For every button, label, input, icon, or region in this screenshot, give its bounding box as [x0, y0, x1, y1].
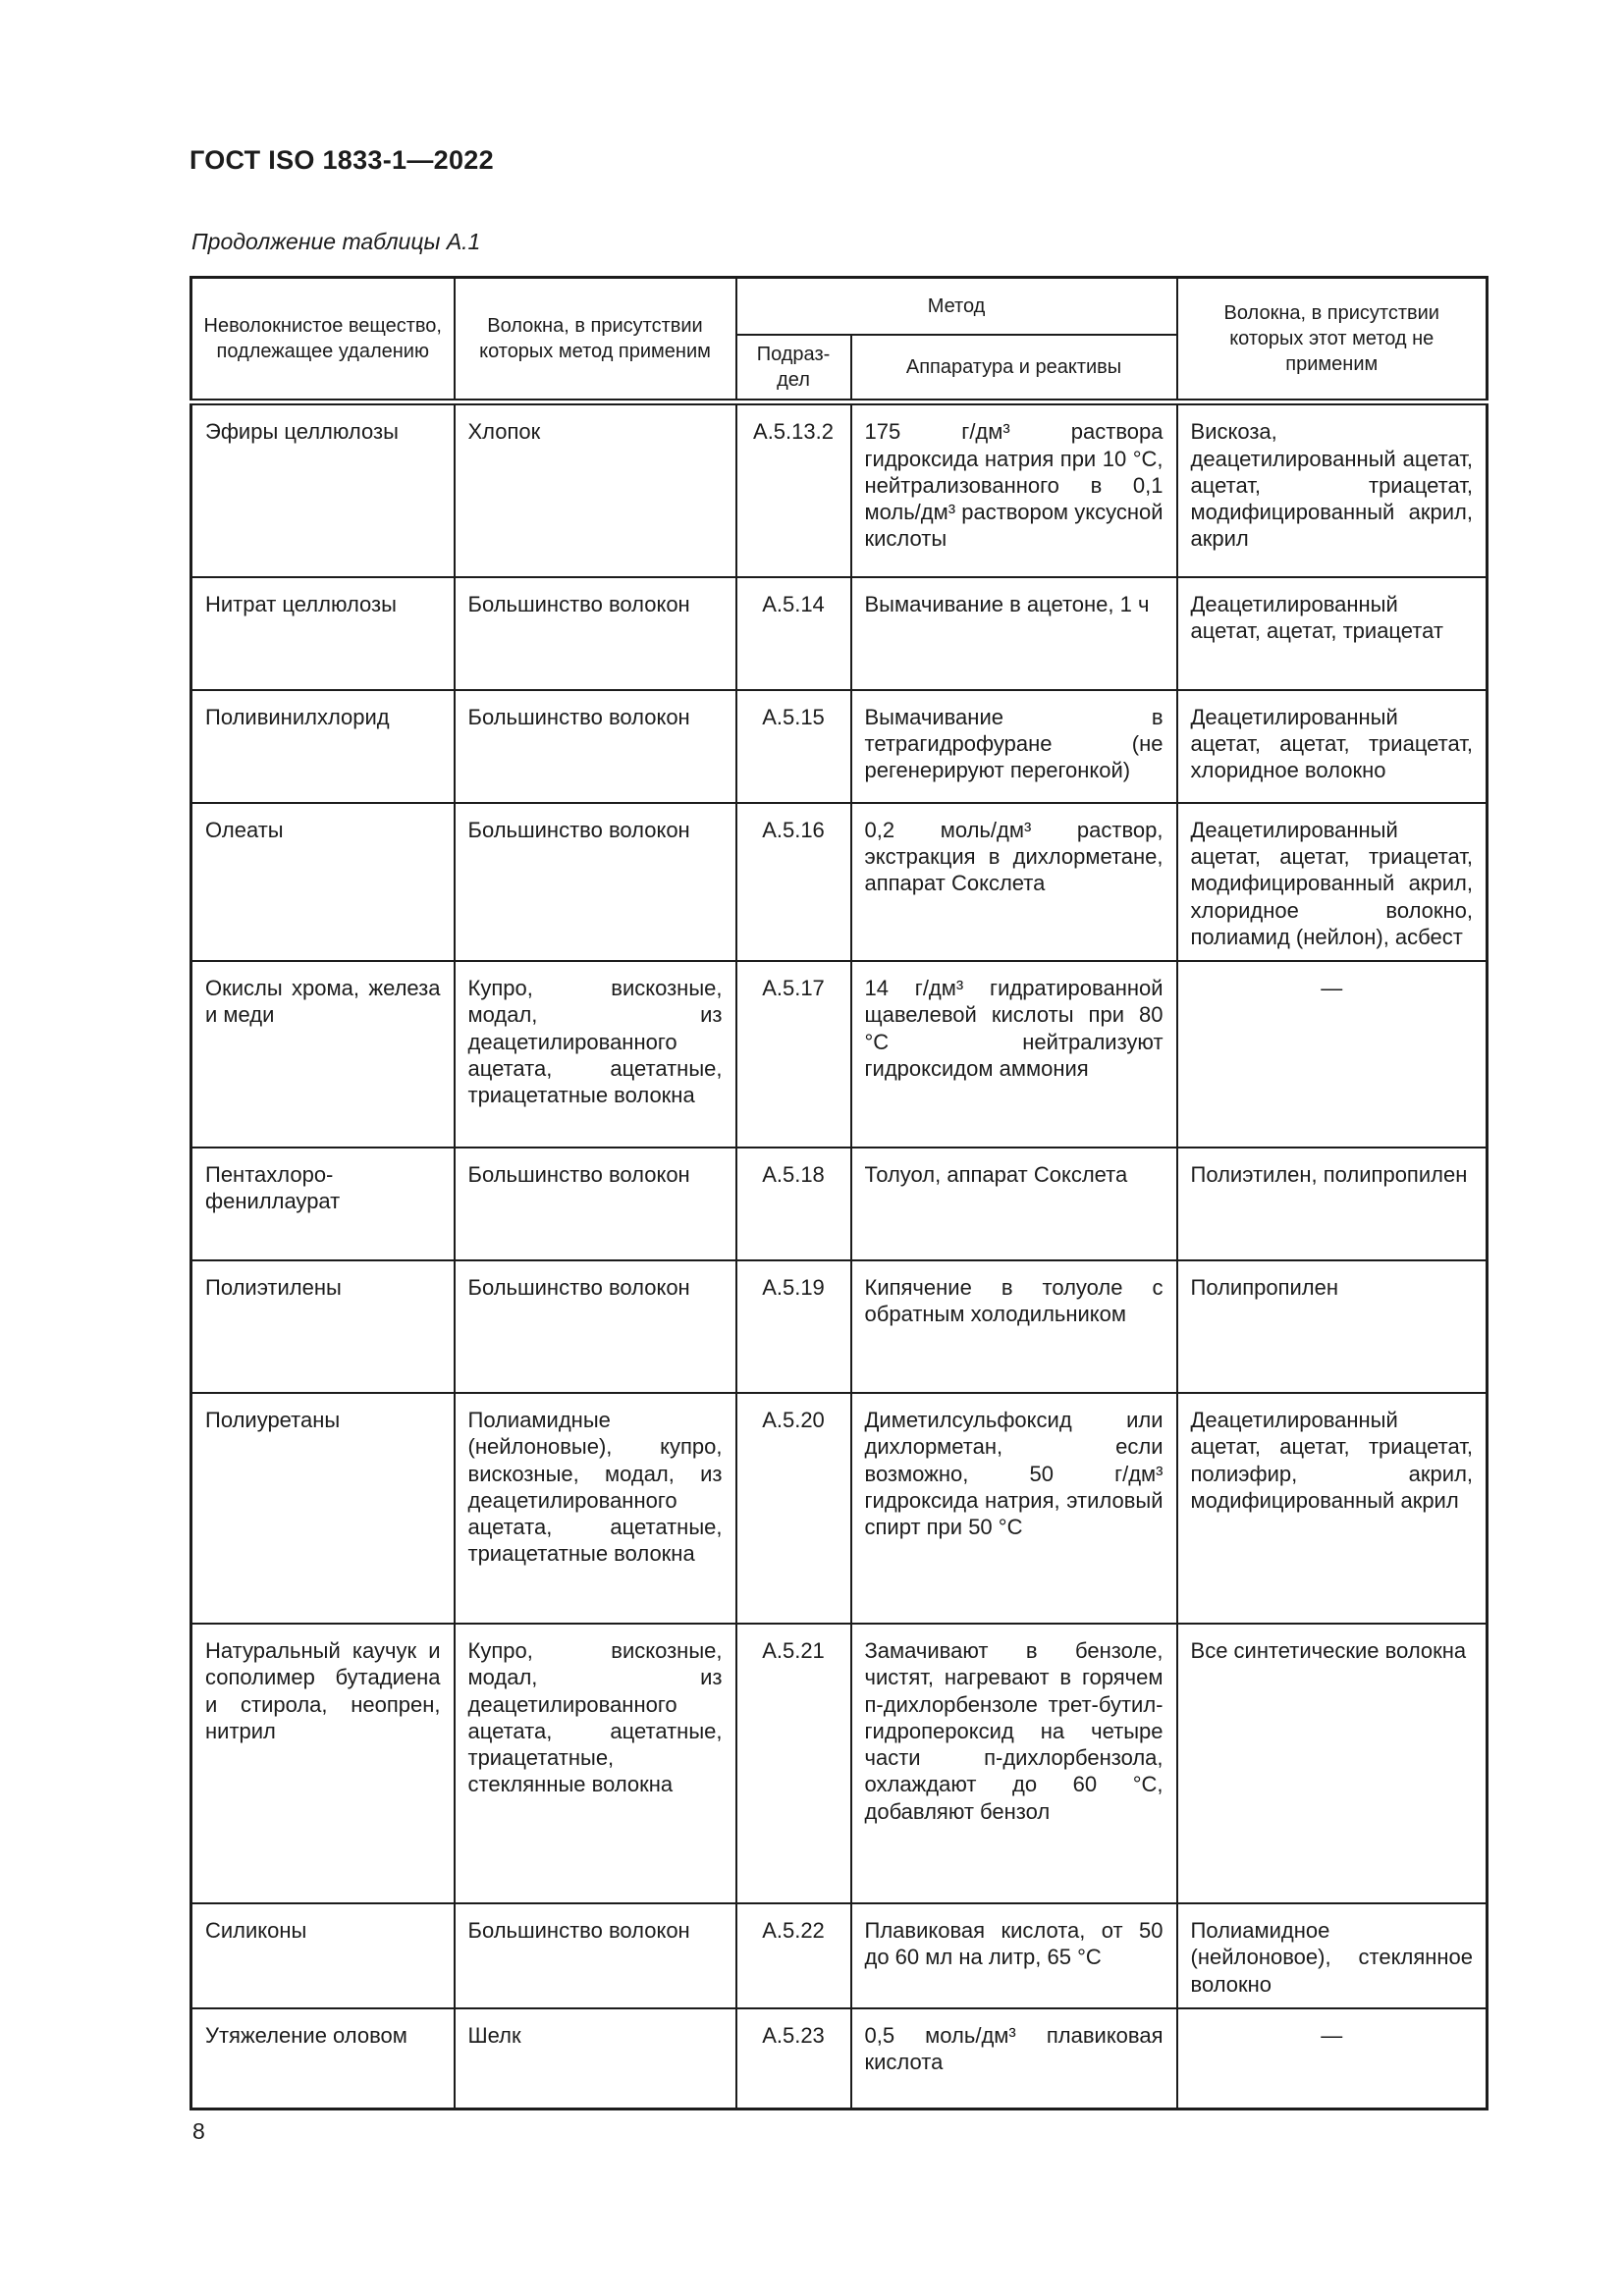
table-row: Олеаты Большинство волокон А.5.16 0,2 мо… — [189, 801, 1489, 963]
cell-fibers-applicable: Шелк — [453, 2006, 737, 2110]
cell-fibers-not-applicable: Все синтетические волокна — [1175, 1623, 1489, 1905]
cell-substance: Олеаты — [189, 801, 456, 963]
table-row: Нитрат целлюлозы Большинство волокон А.5… — [189, 575, 1489, 691]
methods-table: Неволокнистое вещество, подлежащее удале… — [189, 276, 1489, 2111]
cell-substance: Полиуретаны — [189, 1392, 456, 1626]
table-row: Утяжеление оловом Шелк А.5.23 0,5 моль/д… — [189, 2006, 1489, 2110]
cell-apparatus: Вымачивание в ацетоне, 1 ч — [849, 575, 1178, 691]
table-body: Эфиры целлюлозы Хлопок А.5.13.2 175 г/дм… — [189, 399, 1489, 2110]
cell-fibers-applicable: Хлопок — [453, 399, 737, 578]
cell-fibers-applicable: Полиамидные (нейлоновые), купро, вискозн… — [453, 1392, 737, 1626]
cell-substance: Окислы хрома, железа и меди — [189, 960, 456, 1149]
cell-subsection: А.5.14 — [734, 575, 852, 691]
cell-subsection: А.5.17 — [734, 960, 852, 1149]
cell-fibers-applicable: Большинство волокон — [453, 1259, 737, 1395]
cell-fibers-applicable: Купро, вискозные, модал, из деацетилиров… — [453, 1623, 737, 1905]
cell-substance: Эфиры целлюлозы — [189, 399, 456, 578]
cell-subsection: А.5.15 — [734, 688, 852, 804]
table-row: Натуральный каучук и сополимер бутадиена… — [189, 1623, 1489, 1905]
cell-subsection: А.5.13.2 — [734, 399, 852, 578]
table-header: Неволокнистое вещество, подлежащее удале… — [189, 276, 1489, 403]
cell-apparatus: Диметилсульфоксид или дихлорметан, если … — [849, 1392, 1178, 1626]
table-row: Полиэтилены Большинство волокон А.5.19 К… — [189, 1259, 1489, 1395]
cell-fibers-not-applicable: Деацетилированный ацетат, ацетат, триаце… — [1175, 688, 1489, 804]
col-header-fibers-not-applicable: Волокна, в присутствии которых этот мето… — [1175, 276, 1489, 403]
cell-apparatus: 0,2 моль/дм³ раствор, экстракция в дихло… — [849, 801, 1178, 963]
cell-apparatus: Кипячение в толуоле с обратным холодильн… — [849, 1259, 1178, 1395]
col-header-fibers-applicable: Волокна, в присутствии которых метод при… — [453, 276, 737, 403]
cell-fibers-not-applicable: — — [1175, 2006, 1489, 2110]
page-number: 8 — [192, 2118, 205, 2144]
table-row: Пентахлоро-фениллаурат Большинство волок… — [189, 1147, 1489, 1262]
cell-substance: Поливинилхлорид — [189, 688, 456, 804]
cell-apparatus: 14 г/дм³ гидратированной щавелевой кисло… — [849, 960, 1178, 1149]
cell-subsection: А.5.23 — [734, 2006, 852, 2110]
cell-fibers-not-applicable: Деацетилированный ацетат, ацетат, триаце… — [1175, 1392, 1489, 1626]
cell-apparatus: Толуол, аппарат Сокслета — [849, 1147, 1178, 1262]
cell-substance: Натуральный каучук и сополимер бутадиена… — [189, 1623, 456, 1905]
cell-fibers-applicable: Купро, вискозные, модал, из деацетилиров… — [453, 960, 737, 1149]
cell-subsection: А.5.18 — [734, 1147, 852, 1262]
cell-fibers-not-applicable: Полиэтилен, полипропилен — [1175, 1147, 1489, 1262]
cell-fibers-not-applicable: Деацетилированный ацетат, ацетат, триаце… — [1175, 575, 1489, 691]
cell-apparatus: Замачивают в бензоле, чистят, нагревают … — [849, 1623, 1178, 1905]
table-row: Эфиры целлюлозы Хлопок А.5.13.2 175 г/дм… — [189, 399, 1489, 578]
cell-substance: Полиэтилены — [189, 1259, 456, 1395]
cell-fibers-not-applicable: Деацетилированный ацетат, ацетат, триаце… — [1175, 801, 1489, 963]
cell-apparatus: Вымачивание в тетрагидрофуране (не реген… — [849, 688, 1178, 804]
cell-substance: Пентахлоро-фениллаурат — [189, 1147, 456, 1262]
cell-substance: Утяжеление оловом — [189, 2006, 456, 2110]
cell-fibers-not-applicable: Вискоза, деацетилированный ацетат, ацета… — [1175, 399, 1489, 578]
cell-fibers-applicable: Большинство волокон — [453, 575, 737, 691]
cell-apparatus: Плавиковая кислота, от 50 до 60 мл на ли… — [849, 1902, 1178, 2009]
cell-fibers-applicable: Большинство волокон — [453, 1902, 737, 2009]
cell-fibers-not-applicable: Полипропилен — [1175, 1259, 1489, 1395]
header-row-1: Неволокнистое вещество, подлежащее удале… — [189, 276, 1489, 403]
header-row-2: Подраз- дел Аппаратура и реактивы — [191, 333, 1488, 403]
table-row: Поливинилхлорид Большинство волокон А.5.… — [189, 688, 1489, 804]
table-row: Полиуретаны Полиамидные (нейлоновые), ку… — [189, 1392, 1489, 1626]
document-code: ГОСТ ISO 1833-1—2022 — [189, 145, 494, 175]
cell-subsection: А.5.16 — [734, 801, 852, 963]
cell-apparatus: 0,5 моль/дм³ плавиковая кислота — [849, 2006, 1178, 2110]
col-header-substance: Неволокнистое вещество, подлежащее удале… — [189, 276, 456, 403]
cell-subsection: А.5.20 — [734, 1392, 852, 1626]
cell-subsection: А.5.22 — [734, 1902, 852, 2009]
col-header-apparatus: Аппаратура и реактивы — [849, 333, 1178, 403]
table-row: Окислы хрома, железа и меди Купро, виско… — [189, 960, 1489, 1149]
cell-fibers-applicable: Большинство волокон — [453, 1147, 737, 1262]
cell-subsection: А.5.19 — [734, 1259, 852, 1395]
cell-fibers-applicable: Большинство волокон — [453, 801, 737, 963]
table-row: Силиконы Большинство волокон А.5.22 Плав… — [189, 1902, 1489, 2009]
cell-substance: Нитрат целлюлозы — [189, 575, 456, 691]
cell-fibers-not-applicable: Полиамидное (нейлоновое), стеклянное вол… — [1175, 1902, 1489, 2009]
cell-apparatus: 175 г/дм³ раствора гидроксида натрия при… — [849, 399, 1178, 578]
cell-fibers-not-applicable: — — [1175, 960, 1489, 1149]
cell-subsection: А.5.21 — [734, 1623, 852, 1905]
col-header-method-group: Метод — [734, 276, 1178, 336]
cell-substance: Силиконы — [189, 1902, 456, 2009]
cell-fibers-applicable: Большинство волокон — [453, 688, 737, 804]
col-header-subsection: Подраз- дел — [734, 333, 852, 403]
table-caption: Продолжение таблицы А.1 — [191, 229, 481, 254]
